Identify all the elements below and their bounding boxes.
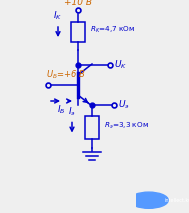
Bar xyxy=(71,22,85,42)
Text: $U_Б$=+6 В: $U_Б$=+6 В xyxy=(46,69,86,81)
Text: $R_э$=3,3 кОм: $R_э$=3,3 кОм xyxy=(104,120,149,131)
Bar xyxy=(85,116,99,139)
Text: $U_K$: $U_K$ xyxy=(114,59,127,71)
Text: $I_K$: $I_K$ xyxy=(53,10,63,22)
Text: $I_Б$: $I_Б$ xyxy=(57,104,66,117)
Text: $I_э$: $I_э$ xyxy=(68,105,76,118)
Text: $U_э$: $U_э$ xyxy=(118,99,130,111)
Text: +10 B: +10 B xyxy=(64,0,92,7)
Text: $R_K$=4,7 кОм: $R_K$=4,7 кОм xyxy=(90,25,135,35)
